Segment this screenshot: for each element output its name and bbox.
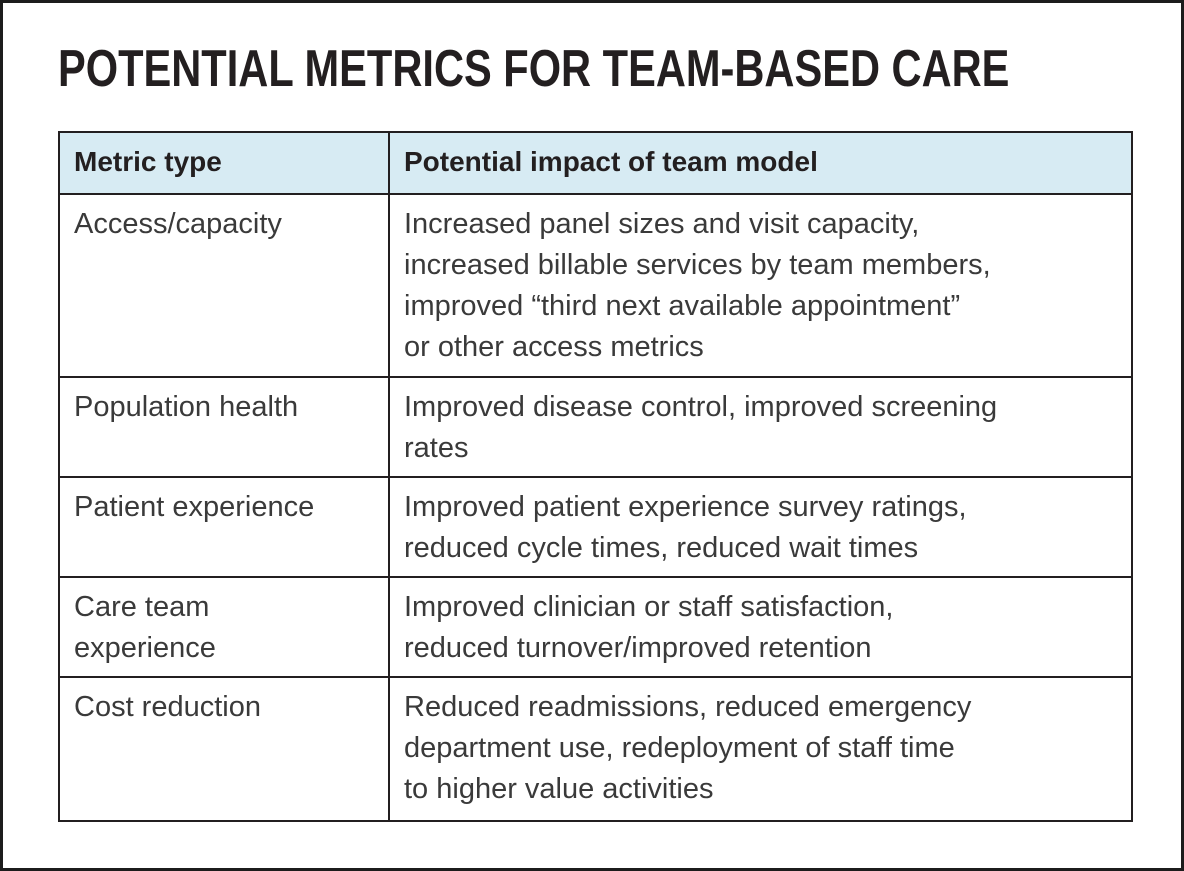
impact-cell: Reduced readmissions, reduced emergency … bbox=[388, 676, 1133, 822]
metric-type-cell: Cost reduction bbox=[58, 676, 390, 822]
table-row: Access/capacity Increased panel sizes an… bbox=[58, 193, 1133, 378]
table-row: Patient experience Improved patient expe… bbox=[58, 476, 1133, 578]
figure-title-text: POTENTIAL METRICS FOR TEAM-BASED CARE bbox=[58, 40, 1010, 98]
table-row: Cost reduction Reduced readmissions, red… bbox=[58, 676, 1133, 822]
figure-title: POTENTIAL METRICS FOR TEAM-BASED CARE bbox=[58, 40, 1181, 98]
table-row: Care team experience Improved clinician … bbox=[58, 576, 1133, 678]
column-header-metric-type: Metric type bbox=[58, 131, 390, 195]
metric-type-cell: Access/capacity bbox=[58, 193, 390, 378]
impact-cell: Improved disease control, improved scree… bbox=[388, 376, 1133, 478]
impact-cell: Increased panel sizes and visit capacity… bbox=[388, 193, 1133, 378]
table-row: Population health Improved disease contr… bbox=[58, 376, 1133, 478]
column-header-potential-impact: Potential impact of team model bbox=[388, 131, 1133, 195]
table-header-row: Metric type Potential impact of team mod… bbox=[58, 131, 1133, 195]
impact-cell: Improved patient experience survey ratin… bbox=[388, 476, 1133, 578]
metrics-table: Metric type Potential impact of team mod… bbox=[58, 131, 1133, 822]
metric-type-cell: Patient experience bbox=[58, 476, 390, 578]
metric-type-cell: Care team experience bbox=[58, 576, 390, 678]
impact-cell: Improved clinician or staff satisfaction… bbox=[388, 576, 1133, 678]
metric-type-cell: Population health bbox=[58, 376, 390, 478]
